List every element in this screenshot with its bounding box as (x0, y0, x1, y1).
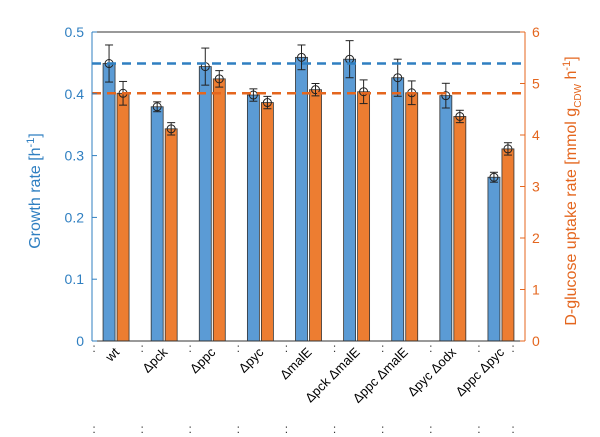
right-tick-label-2: 2 (532, 230, 540, 246)
x-dot-top-6: : (381, 341, 384, 355)
bar-left-0 (102, 63, 116, 342)
x-dot-bottom-1: : (140, 422, 143, 436)
bar-right-0 (116, 92, 130, 342)
x-tick-label-0: wt (102, 344, 123, 365)
left-axis-title: Growth rate [h-1] (25, 133, 44, 249)
right-axis-title-mid: h (563, 71, 580, 84)
marker-right-4 (311, 85, 320, 95)
right-axis-title-text: D-glucose uptake rate [mmol g (563, 108, 580, 326)
marker-right-3 (262, 98, 272, 108)
bar-left-2 (198, 66, 212, 342)
x-dot-bottom-end: : (511, 422, 514, 436)
x-dot-bottom-7: : (429, 422, 432, 436)
bar-left-6 (391, 77, 405, 342)
bar-right-7 (453, 116, 467, 342)
x-tick-label-1: Δpck (139, 344, 170, 375)
x-dot-top-0: : (92, 341, 95, 355)
x-dot-top-5: : (333, 341, 336, 355)
marker-right-8 (503, 144, 513, 154)
bar-right-6 (405, 92, 419, 342)
x-dot-bottom-2: : (189, 422, 192, 436)
left-tick-label-1: 0.1 (65, 271, 85, 287)
x-dot-bottom-6: : (381, 422, 384, 436)
x-dot-top-1: : (140, 341, 143, 355)
right-axis-title-sup: -1 (561, 61, 573, 71)
right-axis-title-end: ] (563, 56, 580, 60)
left-tick-label-4: 0.4 (65, 86, 85, 102)
x-tick-label-4: ΔmalE (277, 344, 315, 382)
bar-left-1 (150, 106, 164, 342)
right-tick-label-4: 4 (532, 127, 540, 143)
right-tick-label-0: 0 (532, 333, 540, 349)
plot-area (92, 31, 525, 342)
marker-left-8 (489, 172, 499, 182)
x-axis-labels: wt::Δpck::Δppc::Δpyc::ΔmalE::Δpck ΔmalE:… (92, 341, 514, 436)
right-axis-title: D-glucose uptake rate [mmol gCDW h-1] (561, 56, 584, 325)
x-dot-bottom-4: : (285, 422, 288, 436)
x-dot-top-8: : (477, 341, 480, 355)
left-tick-label-0: 0 (76, 333, 84, 349)
bar-left-4 (295, 56, 308, 342)
bar-left-5 (343, 58, 357, 342)
right-y-axis: 0 1 2 3 4 5 6 (520, 24, 540, 349)
marker-right-5 (359, 87, 369, 97)
marker-left-6 (393, 73, 403, 83)
x-dot-top-end: : (511, 341, 514, 355)
right-tick-label-5: 5 (532, 76, 540, 92)
right-tick-label-3: 3 (532, 179, 540, 195)
left-y-axis: 0 0.1 0.2 0.3 0.4 0.5 (65, 24, 97, 349)
marker-left-1 (152, 102, 162, 112)
bar-right-5 (357, 91, 371, 342)
bar-right-4 (309, 89, 322, 342)
marker-right-1 (166, 124, 176, 134)
x-tick-label-3: Δpyc (235, 344, 266, 375)
x-dot-bottom-3: : (237, 422, 240, 436)
x-dot-top-2: : (189, 341, 192, 355)
bar-right-1 (164, 128, 178, 342)
bar-right-2 (212, 78, 226, 342)
x-dot-bottom-8: : (477, 422, 480, 436)
marker-left-4 (297, 52, 306, 62)
bar-left-3 (246, 94, 260, 342)
bar-left-7 (439, 95, 453, 342)
bar-right-8 (501, 148, 515, 342)
x-dot-top-7: : (429, 341, 432, 355)
x-dot-bottom-0: : (92, 422, 95, 436)
marker-left-3 (248, 90, 258, 100)
right-tick-label-6: 6 (532, 24, 540, 40)
left-tick-label-2: 0.2 (65, 209, 85, 225)
left-axis-title-sup: -1 (25, 138, 37, 148)
marker-right-2 (214, 74, 224, 84)
svg-text:Growth rate [h-1]: Growth rate [h-1] (25, 133, 44, 249)
x-dot-top-3: : (237, 341, 240, 355)
x-dot-top-4: : (285, 341, 288, 355)
x-dot-bottom-5: : (333, 422, 336, 436)
right-axis-title-sub: CDW (573, 83, 584, 107)
svg-text:D-glucose uptake rate [mmol gC: D-glucose uptake rate [mmol gCDW h-1] (561, 56, 584, 325)
bar-left-8 (487, 176, 501, 342)
bar-right-3 (260, 102, 274, 342)
right-tick-label-1: 1 (532, 282, 540, 298)
left-tick-label-3: 0.3 (65, 148, 85, 164)
marker-right-7 (455, 111, 465, 121)
left-tick-label-5: 0.5 (65, 24, 85, 40)
left-axis-title-end: ] (27, 133, 44, 137)
marker-left-7 (441, 91, 451, 101)
left-axis-title-text: Growth rate [h (27, 147, 44, 248)
